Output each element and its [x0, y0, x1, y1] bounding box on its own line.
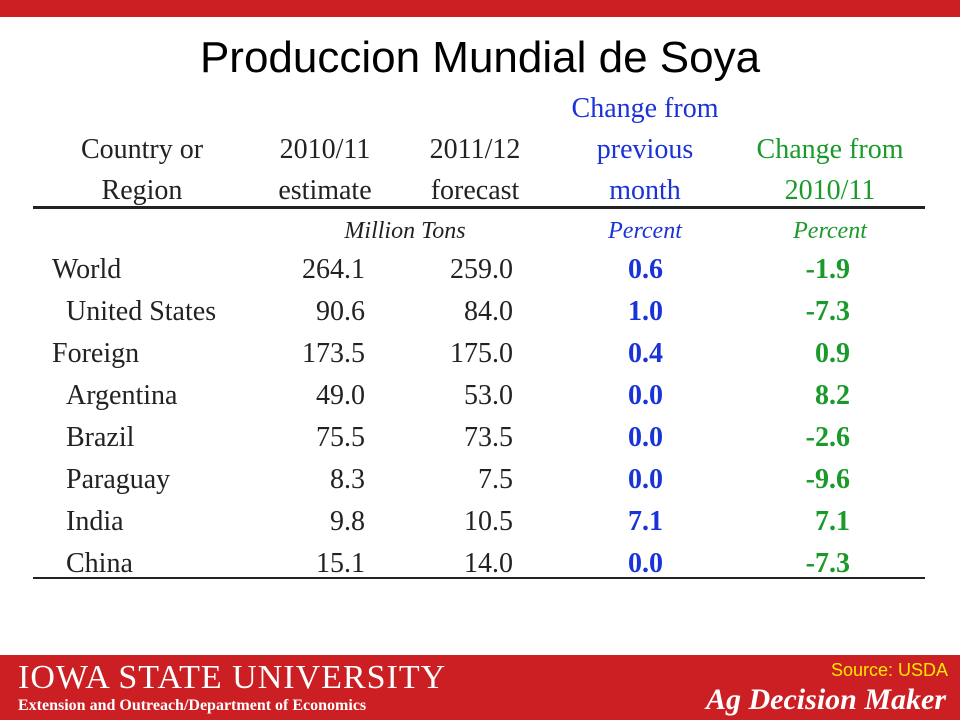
- row-change-year: -7.3: [805, 548, 850, 579]
- row-2011-value: 175.0: [450, 338, 513, 369]
- row-change-year: 8.2: [815, 380, 850, 411]
- row-country: Argentina: [66, 380, 178, 411]
- row-2010-value: 9.8: [330, 506, 365, 537]
- isu-logo: IOWA STATE UNIVERSITY: [18, 659, 447, 696]
- row-change-year: 0.9: [815, 338, 850, 369]
- table-row: World 264.1 259.0 0.6 -1.9: [0, 249, 960, 291]
- table-row: India 9.8 10.5 7.1 7.1: [0, 501, 960, 543]
- slide-title: Produccion Mundial de Soya: [199, 33, 761, 82]
- header-country-region: Country or Region: [52, 129, 232, 211]
- row-2010-value: 264.1: [302, 254, 365, 285]
- header-line: Region: [101, 175, 183, 206]
- ag-decision-maker-logo: Ag Decision Maker: [706, 683, 946, 716]
- row-change-year: 7.1: [815, 506, 850, 537]
- units-percent-month: Percent: [608, 218, 682, 244]
- header-line: estimate: [278, 175, 372, 206]
- row-2010-value: 8.3: [330, 464, 365, 495]
- row-2010-value: 15.1: [316, 548, 365, 579]
- row-2011-value: 7.5: [478, 464, 513, 495]
- row-change-month: 0.0: [628, 380, 663, 411]
- table-row: United States 90.6 84.0 1.0 -7.3: [0, 291, 960, 333]
- header-2011-forecast: 2011/12 forecast: [405, 129, 545, 211]
- row-change-month: 0.0: [628, 422, 663, 453]
- row-2011-value: 84.0: [464, 296, 513, 327]
- row-2011-value: 14.0: [464, 548, 513, 579]
- table-row: Paraguay 8.3 7.5 0.0 -9.6: [0, 459, 960, 501]
- source-label: Source: USDA: [830, 660, 948, 680]
- row-country: India: [66, 506, 124, 537]
- header-line: Change from: [571, 93, 719, 124]
- row-change-month: 0.0: [628, 548, 663, 579]
- header-line: previous: [596, 134, 694, 165]
- row-change-year: -9.6: [805, 464, 850, 495]
- table-row: Brazil 75.5 73.5 0.0 -2.6: [0, 417, 960, 459]
- row-change-year: -2.6: [805, 422, 850, 453]
- table-row: Argentina 49.0 53.0 0.0 8.2: [0, 375, 960, 417]
- row-change-year: -7.3: [805, 296, 850, 327]
- row-change-year: -1.9: [805, 254, 850, 285]
- top-red-bar: [0, 0, 960, 17]
- header-line: 2011/12: [429, 134, 521, 165]
- header-line: 2010/11: [784, 175, 876, 206]
- header-line: Change from: [756, 134, 904, 165]
- footer-bar: IOWA STATE UNIVERSITY Extension and Outr…: [0, 655, 960, 720]
- row-change-month: 0.6: [628, 254, 663, 285]
- row-country: World: [52, 254, 122, 285]
- row-2010-value: 90.6: [316, 296, 365, 327]
- row-country: Foreign: [52, 338, 140, 369]
- table-row: Foreign 173.5 175.0 0.4 0.9: [0, 333, 960, 375]
- header-line: forecast: [430, 175, 520, 206]
- row-change-month: 1.0: [628, 296, 663, 327]
- row-country: Brazil: [66, 422, 135, 453]
- header-change-previous-month: Change from previous month: [555, 88, 735, 211]
- row-country: United States: [66, 296, 217, 327]
- header-2010-estimate: 2010/11 estimate: [255, 129, 395, 211]
- row-country: China: [66, 548, 133, 579]
- table-row: China 15.1 14.0 0.0 -7.3: [0, 543, 960, 585]
- extension-department-text: Extension and Outreach/Department of Eco…: [18, 697, 367, 714]
- row-2011-value: 53.0: [464, 380, 513, 411]
- bottom-rule: [33, 577, 925, 579]
- units-million-tons: Million Tons: [344, 218, 466, 244]
- row-change-month: 0.0: [628, 464, 663, 495]
- row-2010-value: 173.5: [302, 338, 365, 369]
- row-2011-value: 73.5: [464, 422, 513, 453]
- row-2010-value: 49.0: [316, 380, 365, 411]
- header-change-2010: Change from 2010/11: [735, 129, 925, 211]
- row-2011-value: 10.5: [464, 506, 513, 537]
- header-rule: [33, 206, 925, 209]
- header-line: month: [609, 175, 681, 206]
- row-2010-value: 75.5: [316, 422, 365, 453]
- row-change-month: 0.4: [628, 338, 663, 369]
- header-line: 2010/11: [279, 134, 371, 165]
- header-line: Country or: [80, 134, 204, 165]
- row-change-month: 7.1: [628, 506, 663, 537]
- units-percent-year: Percent: [793, 218, 867, 244]
- row-2011-value: 259.0: [450, 254, 513, 285]
- row-country: Paraguay: [66, 464, 171, 495]
